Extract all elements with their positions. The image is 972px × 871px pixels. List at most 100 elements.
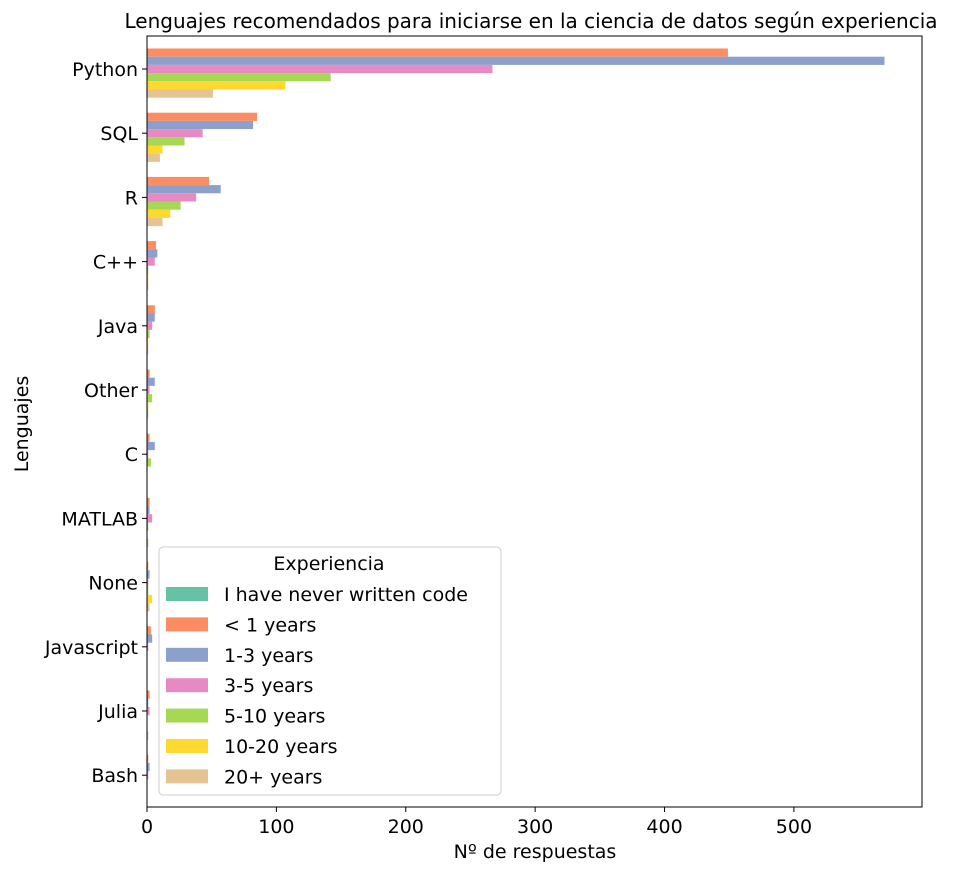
bar-sql-series-4: [147, 137, 185, 146]
legend-title: Experiencia: [273, 553, 384, 575]
bar-none-series-2: [147, 570, 150, 579]
bar-c-series-4: [147, 265, 149, 274]
x-tick-label: 0: [141, 816, 153, 838]
bar-java-series-5: [147, 338, 149, 347]
bar-julia-series-1: [147, 690, 150, 699]
bar-sql-series-6: [147, 153, 160, 162]
bar-bash-series-3: [147, 771, 149, 780]
x-tick-label: 100: [258, 816, 294, 838]
x-axis: 0 100 200 300 400 500: [141, 807, 812, 838]
bar-c-series-5: [147, 273, 149, 283]
bar-java-series-3: [147, 321, 153, 330]
legend-swatch: [166, 587, 208, 601]
legend-label: 3-5 years: [224, 675, 313, 697]
bar-other-series-6: [147, 410, 149, 419]
bar-other-series-3: [147, 385, 150, 395]
legend-swatch: [166, 678, 208, 693]
legend-swatch: [166, 647, 208, 662]
legend-label: 5-10 years: [224, 706, 325, 728]
bar-java-series-4: [147, 329, 150, 339]
x-axis-title: Nº de respuestas: [454, 841, 617, 863]
legend-label: I have never written code: [224, 584, 468, 606]
bar-other-series-4: [147, 394, 153, 403]
bar-sql-series-5: [147, 145, 163, 154]
bar-c-series-4: [147, 458, 151, 467]
chart-title: Lenguajes recomendados para iniciarse en…: [124, 9, 937, 33]
legend-swatch: [166, 769, 208, 784]
plot-frame: [146, 35, 923, 808]
bar-python-series-4: [147, 73, 331, 82]
bar-julia-series-3: [147, 706, 150, 716]
bar-python-series-6: [147, 89, 213, 98]
y-tick-label: None: [88, 573, 138, 595]
x-tick-label: 400: [646, 816, 682, 838]
bar-c-series-6: [147, 282, 149, 291]
bar-bash-series-1: [147, 754, 149, 763]
bar-javascript-series-2: [147, 634, 153, 643]
y-tick-label: C: [125, 444, 138, 466]
bar-r-series-6: [147, 217, 163, 227]
legend-items: I have never written code < 1 years 1-3 ye…: [166, 584, 468, 788]
bar-matlab-series-6: [147, 538, 149, 548]
bar-java-series-1: [147, 305, 155, 314]
bar-r-series-1: [147, 176, 210, 186]
bar-none-series-6: [147, 603, 150, 612]
bar-sql-series-1: [147, 112, 257, 121]
bar-matlab-series-2: [147, 506, 150, 515]
y-tick-label: Bash: [91, 765, 138, 787]
bar-sql-series-2: [147, 120, 254, 130]
bar-javascript-series-1: [147, 626, 151, 635]
legend-swatch: [166, 617, 208, 632]
bar-julia-series-6: [147, 731, 149, 740]
plot-area: [147, 48, 885, 780]
x-tick-label: 300: [517, 816, 553, 838]
legend-label: 20+ years: [224, 766, 322, 788]
legend-label: 10-20 years: [224, 736, 338, 758]
bar-r-series-5: [147, 209, 171, 218]
bar-bash-series-2: [147, 762, 150, 772]
bar-none-series-5: [147, 594, 153, 604]
bar-matlab-series-4: [147, 522, 149, 531]
bar-matlab-series-1: [147, 497, 150, 507]
y-tick-label: Other: [84, 380, 138, 402]
bar-python-series-3: [147, 64, 493, 74]
bar-c-series-2: [147, 249, 158, 258]
x-tick-label: 200: [388, 816, 424, 838]
bar-c-series-3: [147, 450, 149, 459]
y-tick-label: C++: [93, 252, 138, 274]
y-tick-label: Javascript: [44, 637, 138, 659]
y-tick-label: R: [125, 187, 138, 209]
legend-swatch: [166, 708, 208, 723]
bar-python-series-2: [147, 56, 885, 65]
bar-none-series-1: [147, 562, 149, 571]
bar-javascript-series-3: [147, 642, 149, 651]
bar-other-series-5: [147, 402, 149, 411]
legend-label: < 1 years: [224, 614, 316, 636]
y-tick-label: SQL: [100, 123, 138, 145]
bar-other-series-1: [147, 369, 150, 378]
bar-none-series-4: [147, 586, 149, 595]
legend-swatch: [166, 739, 208, 753]
y-tick-label: Java: [97, 316, 138, 338]
bar-c-series-1: [147, 433, 150, 442]
legend: Experiencia I have never written code < 1…: [158, 546, 502, 796]
bar-r-series-4: [147, 201, 181, 210]
y-axis: Python SQL R C++ Java Other C MATLAB None Javascr…: [44, 59, 147, 787]
legend-label: 1-3 years: [224, 645, 313, 667]
bar-other-series-2: [147, 377, 155, 386]
y-tick-label: Python: [72, 59, 138, 81]
bar-java-series-2: [147, 313, 155, 322]
bar-none-series-3: [147, 578, 149, 587]
bar-c-series-1: [147, 241, 157, 250]
y-axis-title: Lenguajes: [11, 376, 33, 473]
y-tick-label: Julia: [97, 701, 138, 723]
bar-python-series-1: [147, 48, 728, 57]
bar-c-series-2: [147, 441, 155, 451]
bar-c-series-3: [147, 257, 155, 266]
x-tick-label: 500: [776, 816, 812, 838]
bar-r-series-3: [147, 193, 197, 202]
legend-box: [158, 546, 502, 796]
bar-java-series-6: [147, 346, 149, 355]
bar-matlab-series-3: [147, 514, 153, 523]
